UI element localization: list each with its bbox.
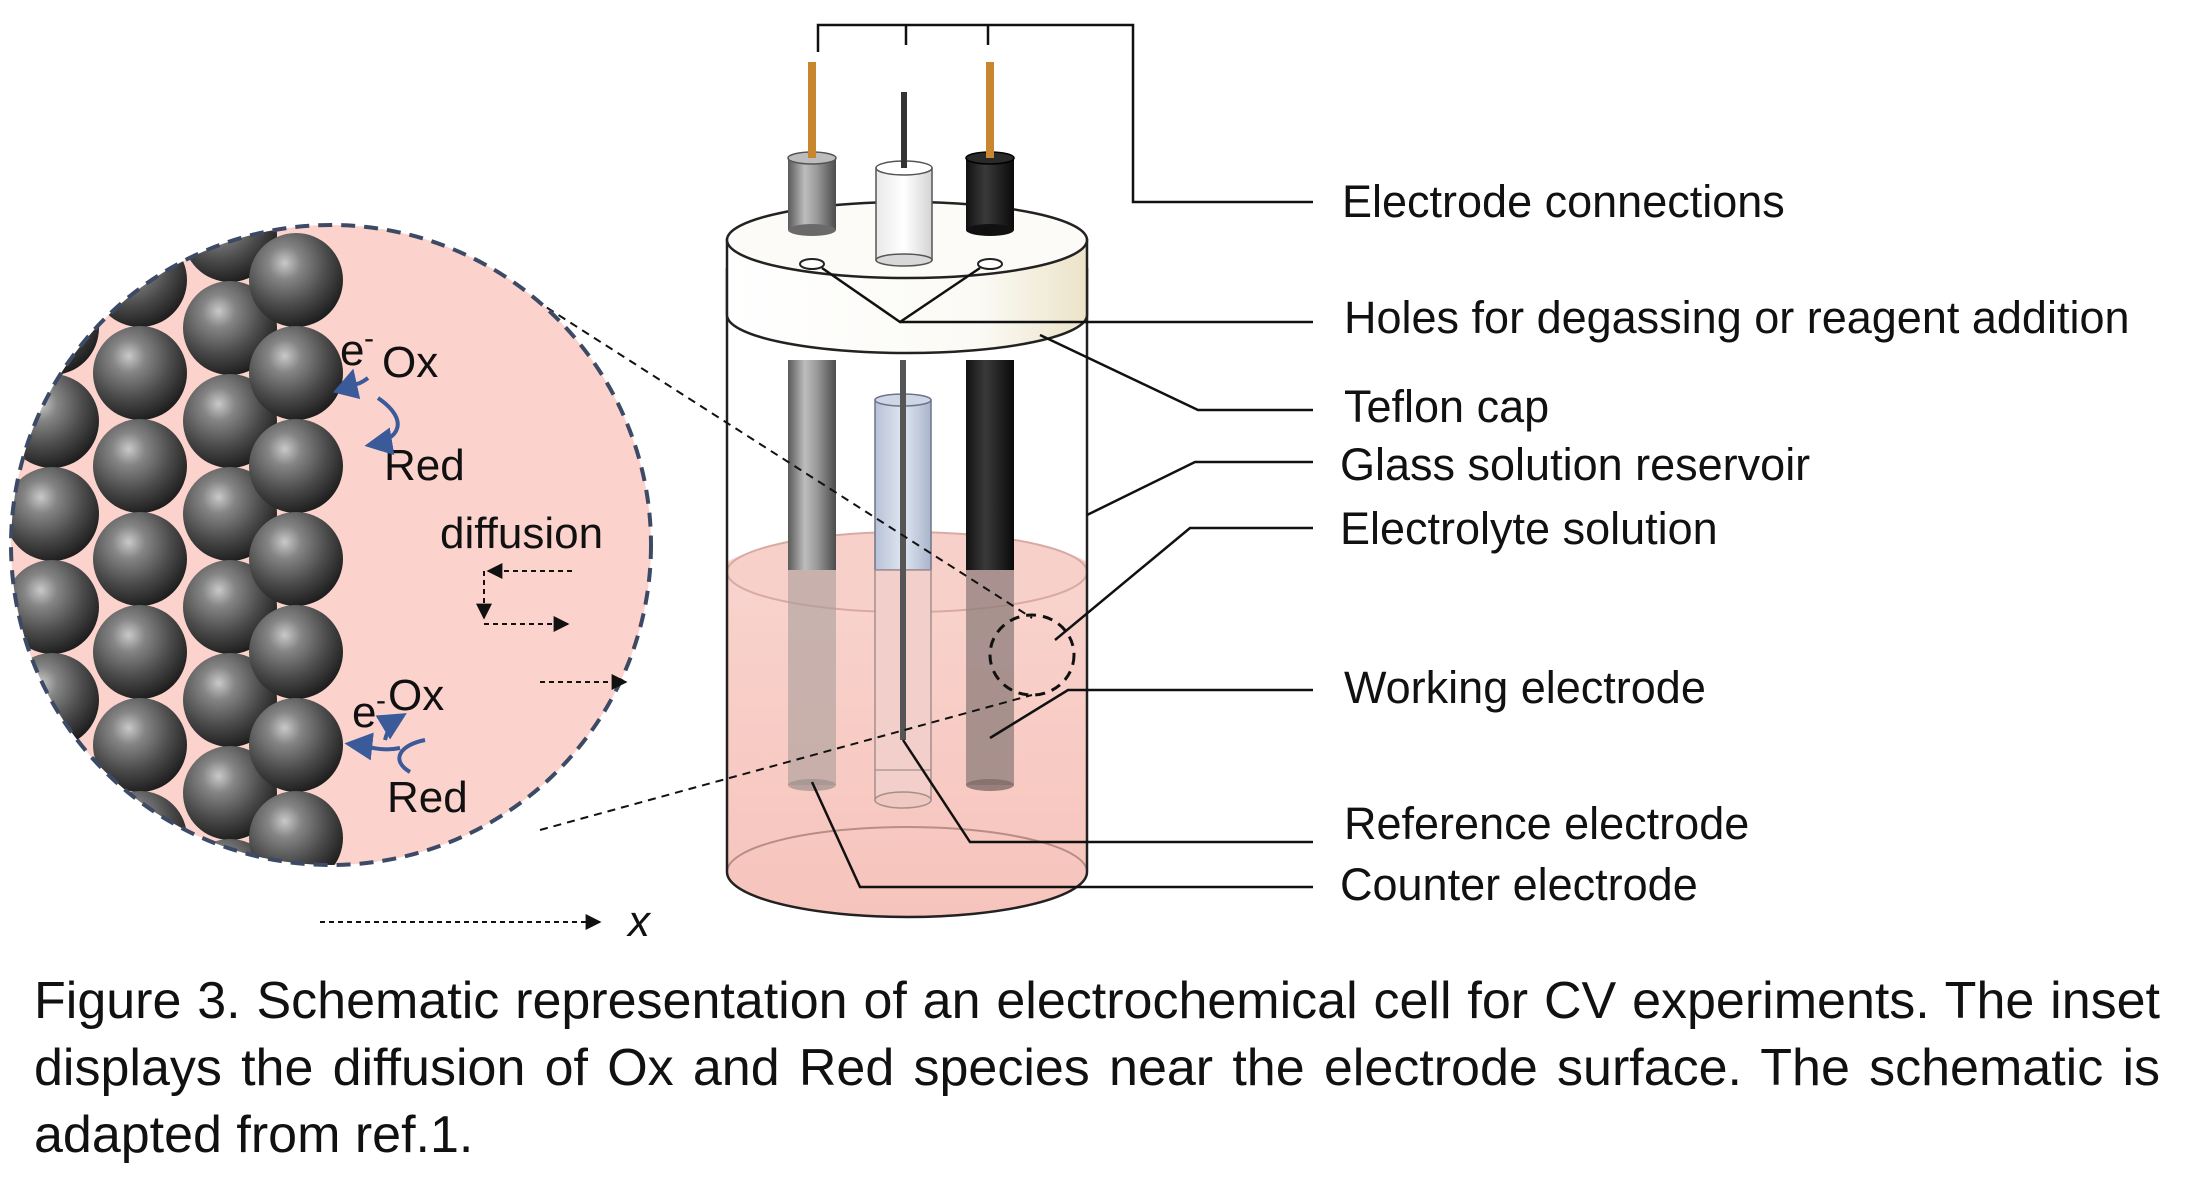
electrode-particle (249, 791, 343, 865)
reaction-arrow-upper (364, 396, 400, 456)
axis-label-x: x (626, 897, 652, 946)
electrode-particle (249, 605, 343, 699)
redox-pair-lower: e - Ox Red (344, 671, 468, 822)
label-counter-electrode: Counter electrode (1340, 859, 1698, 910)
electrode-particle (249, 233, 343, 327)
distance-axis: x (320, 897, 652, 946)
electrode-particle (249, 419, 343, 513)
leader-holes (821, 266, 1313, 324)
cell-labels: Electrode connections Holes for degassin… (1340, 176, 2130, 910)
electrochemical-cell (725, 23, 1313, 919)
counter-electrode-rod (788, 360, 836, 791)
electrode-particle (93, 326, 187, 420)
electron-sup-upper: - (364, 322, 374, 355)
label-working-electrode: Working electrode (1344, 662, 1706, 713)
label-glass-reservoir: Glass solution reservoir (1340, 439, 1810, 490)
electrode-particle (11, 374, 99, 468)
diffusion-arrows (476, 563, 628, 690)
leader-reference (901, 739, 1313, 844)
electrode-particle (11, 281, 99, 375)
electrode-particle (11, 467, 99, 561)
electrode-particle (183, 467, 277, 561)
oxidation-arrow-lower (375, 713, 407, 741)
leader-working (989, 688, 1313, 740)
electron-upper: e (340, 326, 364, 375)
electron-sup-lower: - (376, 684, 386, 717)
label-reference-electrode: Reference electrode (1344, 798, 1749, 849)
label-teflon-cap: Teflon cap (1344, 381, 1549, 432)
diffusion-label: diffusion (440, 509, 603, 558)
reaction-arrow-lower (397, 738, 426, 774)
figure-caption: Figure 3. Schematic representation of an… (34, 972, 2160, 1164)
degas-hole-right (977, 258, 1003, 270)
counter-electrode-top (787, 62, 837, 236)
reference-electrode-tube (874, 360, 932, 809)
electrode-particle (249, 326, 343, 420)
reference-electrode-top (875, 92, 933, 267)
label-holes: Holes for degassing or reagent addition (1344, 292, 2130, 343)
label-electrode-connections: Electrode connections (1342, 176, 1785, 227)
red-upper: Red (384, 441, 465, 490)
electrode-particle (183, 281, 277, 375)
degas-hole-left (799, 258, 825, 270)
electrode-particle (11, 560, 99, 654)
ox-lower: Ox (388, 671, 444, 720)
reduction-arrow-lower (344, 732, 401, 761)
electrode-particle (183, 653, 277, 747)
red-lower: Red (387, 773, 468, 822)
electrode-particle (93, 791, 187, 865)
redox-pair-upper: e - Ox Red (332, 322, 465, 490)
electrode-particle (183, 560, 277, 654)
electrode-particle-layer (11, 225, 343, 865)
reduction-arrow-upper (332, 368, 370, 400)
glass-bottom-front (725, 871, 1089, 919)
electron-lower: e (352, 688, 376, 737)
leader-teflon-cap (1039, 333, 1313, 412)
electrode-particle (93, 419, 187, 513)
working-electrode-rod (966, 360, 1014, 791)
projection-lines (534, 299, 1033, 831)
electrode-particle (93, 233, 187, 327)
leader-electrolyte (1054, 526, 1313, 641)
connection-bracket (816, 23, 1313, 204)
electrode-particle (11, 225, 99, 282)
electrode-particle (249, 512, 343, 606)
leader-glass (1086, 460, 1313, 517)
inset-outline (9, 223, 653, 867)
electrode-particle (93, 698, 187, 792)
electrode-particle (11, 839, 99, 865)
electrode-particle (93, 605, 187, 699)
electrode-particle (93, 512, 187, 606)
electrode-particle (11, 746, 99, 840)
leader-counter (810, 781, 1313, 889)
leader-lines (810, 266, 1313, 889)
diffusion-inset: e - Ox Red e - Ox Red diffusion (9, 223, 653, 867)
ox-upper: Ox (382, 338, 438, 387)
magnified-region-marker (988, 613, 1076, 697)
electrode-particle (183, 374, 277, 468)
electrode-particle (183, 746, 277, 840)
electrode-particle (11, 653, 99, 747)
working-electrode-top (965, 62, 1015, 236)
electrode-particle (249, 698, 343, 792)
label-electrolyte: Electrolyte solution (1340, 503, 1718, 554)
